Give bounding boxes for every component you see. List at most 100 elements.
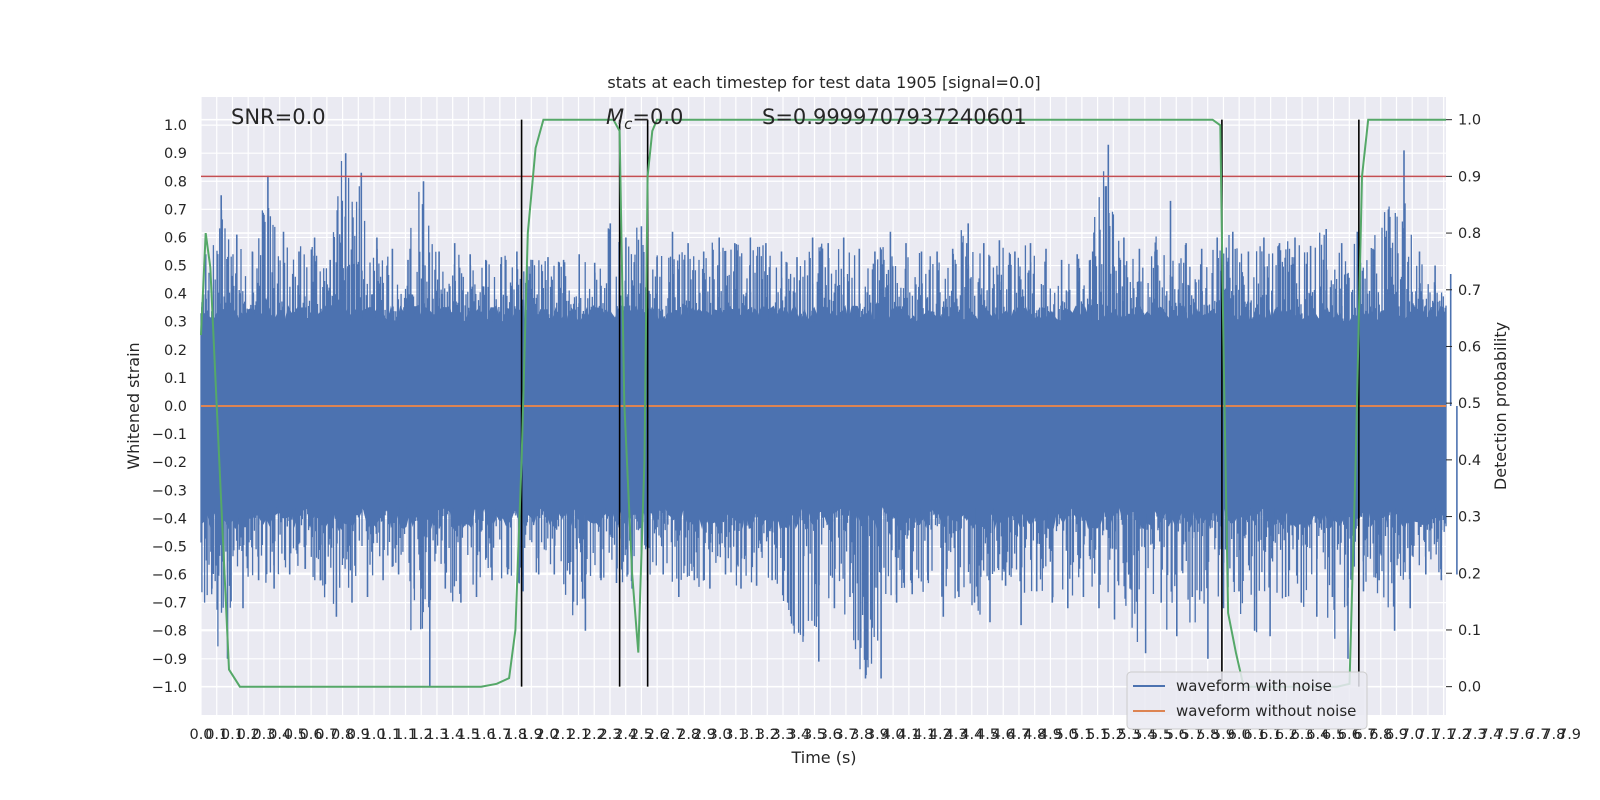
y-tick-label: −0.4 bbox=[152, 511, 187, 527]
x-tick-label: 3.6 bbox=[819, 727, 842, 743]
x-tick-label: 2.3 bbox=[598, 727, 621, 743]
x-tick-label: 3.5 bbox=[803, 727, 826, 743]
y-axis-ticks: 1.0 0.9 0.8 0.7 0.6 0.5 0.4 0.3 0.2 0.1 0.0 −0.1 −0.… bbox=[152, 118, 187, 696]
legend-box bbox=[1126, 671, 1368, 730]
x-tick-label: 5.3 bbox=[1118, 727, 1141, 743]
x-tick-label: 3.0 bbox=[709, 727, 732, 743]
x-tick-label: 4.8 bbox=[1023, 727, 1046, 743]
chart-title: stats at each timestep for test data 190… bbox=[607, 73, 1040, 92]
x-tick-label: 2.1 bbox=[567, 727, 590, 743]
legend-label-clean: waveform without noise bbox=[1176, 702, 1356, 720]
y-tick-label: −0.2 bbox=[152, 455, 187, 471]
x-tick-label: 6.4 bbox=[1306, 727, 1329, 743]
x-tick-label: 7.8 bbox=[1542, 727, 1565, 743]
x-tick-label: 1.3 bbox=[425, 727, 448, 743]
y-tick-label: 0.6 bbox=[164, 230, 187, 246]
x-tick-label: 2.5 bbox=[630, 727, 653, 743]
x-tick-label: 2.8 bbox=[677, 727, 700, 743]
x-tick-label: 4.7 bbox=[1007, 727, 1030, 743]
x-tick-label: 4.9 bbox=[1039, 727, 1062, 743]
y2-tick-label: 0.0 bbox=[1458, 680, 1481, 696]
x-tick-label: 1.4 bbox=[441, 727, 464, 743]
x-tick-label: 2.4 bbox=[614, 727, 637, 743]
x-tick-label: 5.7 bbox=[1180, 727, 1203, 743]
x-tick-label: 0.4 bbox=[268, 727, 291, 743]
y-tick-label: 0.5 bbox=[164, 259, 187, 275]
x-tick-label: 6.5 bbox=[1322, 727, 1345, 743]
x-tick-label: 0.1 bbox=[205, 727, 228, 743]
x-tick-label: 5.1 bbox=[1086, 727, 1109, 743]
y-tick-label: 0.4 bbox=[164, 287, 187, 303]
x-tick-label: 5.2 bbox=[1102, 727, 1125, 743]
x-tick-label: 7.3 bbox=[1464, 727, 1487, 743]
x-tick-label: 0.6 bbox=[300, 727, 323, 743]
x-tick-label: 3.2 bbox=[756, 727, 779, 743]
x-tick-label: 7.2 bbox=[1448, 727, 1471, 743]
x-tick-label: 2.0 bbox=[536, 727, 559, 743]
x-tick-label: 7.7 bbox=[1527, 727, 1550, 743]
x-tick-label: 4.1 bbox=[913, 727, 936, 743]
x-tick-label: 5.4 bbox=[1133, 727, 1156, 743]
y2-tick-label: 0.9 bbox=[1458, 169, 1481, 185]
x-tick-label: 1.9 bbox=[520, 727, 543, 743]
x-tick-label: 3.9 bbox=[866, 727, 889, 743]
x-tick-label: 5.5 bbox=[1149, 727, 1172, 743]
x-tick-label: 6.2 bbox=[1275, 727, 1298, 743]
x-tick-label: 7.6 bbox=[1511, 727, 1534, 743]
x-tick-label: 4.3 bbox=[945, 727, 968, 743]
y-tick-label: 0.7 bbox=[164, 202, 187, 218]
x-axis-label: Time (s) bbox=[790, 748, 856, 767]
y-axis-label: Whitened strain bbox=[124, 342, 143, 469]
x-tick-label: 0.7 bbox=[315, 727, 338, 743]
y2-tick-label: 0.4 bbox=[1458, 453, 1481, 469]
x-tick-label: 4.1 bbox=[897, 727, 920, 743]
x-tick-label: 0.8 bbox=[331, 727, 354, 743]
x-tick-label: 1.0 bbox=[362, 727, 385, 743]
y-tick-label: 0.8 bbox=[164, 174, 187, 190]
noise-peaks bbox=[204, 144, 1458, 687]
s-annotation: S=0.9999707937240601 bbox=[762, 105, 1027, 129]
y2-tick-label: 0.8 bbox=[1458, 226, 1481, 242]
y-tick-label: −0.6 bbox=[152, 568, 187, 584]
x-tick-label: 6.3 bbox=[1291, 727, 1314, 743]
x-tick-label: 2.6 bbox=[646, 727, 669, 743]
x-tick-label: 2.9 bbox=[693, 727, 716, 743]
y-tick-label: −1.0 bbox=[152, 680, 187, 696]
y-tick-label: 0.2 bbox=[164, 343, 187, 359]
x-tick-label: 3.1 bbox=[724, 727, 747, 743]
x-tick-label: 1.8 bbox=[504, 727, 527, 743]
x-tick-label: 5.6 bbox=[1165, 727, 1188, 743]
x-tick-label: 4.5 bbox=[976, 727, 999, 743]
y-tick-label: −0.8 bbox=[152, 624, 187, 640]
x-tick-label: 0.0 bbox=[189, 727, 212, 743]
x-tick-label: 4.6 bbox=[992, 727, 1015, 743]
x-tick-label: 5.1 bbox=[1070, 727, 1093, 743]
y-tick-label: −0.1 bbox=[152, 427, 187, 443]
legend-label-noise: waveform with noise bbox=[1176, 677, 1332, 695]
x-tick-label: 7.9 bbox=[1558, 727, 1581, 743]
y-tick-label: 0.9 bbox=[164, 146, 187, 162]
y2-tick-label: 0.2 bbox=[1458, 566, 1481, 582]
y-tick-label: −0.7 bbox=[152, 596, 187, 612]
x-tick-label: 6.6 bbox=[1338, 727, 1361, 743]
y-tick-label: −0.9 bbox=[152, 652, 187, 668]
x-tick-label: 2.2 bbox=[583, 727, 606, 743]
x-tick-label: 1.2 bbox=[410, 727, 433, 743]
x-tick-label: 6.1 bbox=[1243, 727, 1266, 743]
x-tick-label: 5.8 bbox=[1196, 727, 1219, 743]
waveform-with-noise-series bbox=[200, 144, 1458, 687]
x-tick-label: 6.1 bbox=[1259, 727, 1282, 743]
y2-tick-label: 0.7 bbox=[1458, 283, 1481, 299]
x-tick-label: 6.9 bbox=[1385, 727, 1408, 743]
x-tick-label: 7.5 bbox=[1495, 727, 1518, 743]
noise-spikes bbox=[200, 161, 1447, 676]
x-tick-label: 2.1 bbox=[551, 727, 574, 743]
x-tick-label: 0.9 bbox=[347, 727, 370, 743]
x-tick-label: 4.0 bbox=[882, 727, 905, 743]
x-tick-label: 1.1 bbox=[394, 727, 417, 743]
x-tick-label: 1.5 bbox=[457, 727, 480, 743]
x-tick-label: 7.0 bbox=[1401, 727, 1424, 743]
y2-tick-label: 0.5 bbox=[1458, 396, 1481, 412]
x-tick-label: 7.1 bbox=[1416, 727, 1439, 743]
